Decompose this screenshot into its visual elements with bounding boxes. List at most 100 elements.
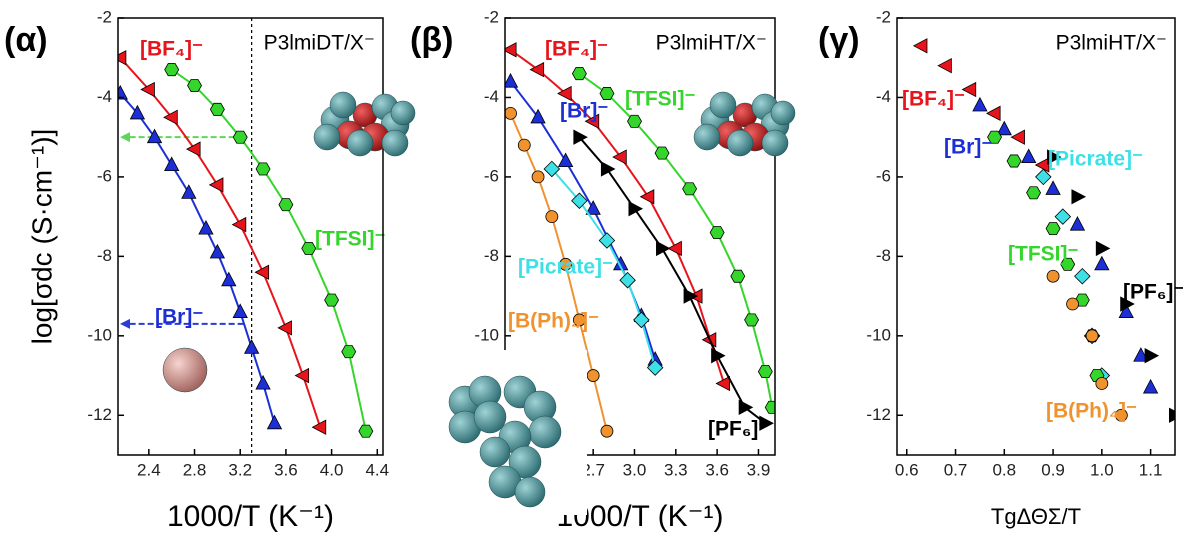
atom <box>390 100 416 126</box>
point <box>243 339 260 354</box>
panel-tag: (γ) <box>818 21 860 59</box>
point <box>255 162 271 176</box>
y-tick-label: -10 <box>866 325 891 344</box>
x-axis-label: 1000/T (K⁻¹) <box>167 500 334 533</box>
point <box>1010 129 1025 145</box>
point <box>266 414 283 430</box>
fit-line <box>119 57 322 428</box>
point <box>585 200 601 215</box>
y-tick-label: -2 <box>97 7 112 26</box>
x-tick-label: 0.6 <box>895 460 919 479</box>
chart-title: P3lmiHT/X⁻ <box>656 32 767 55</box>
series-label: [BF₄]⁻ <box>545 38 608 61</box>
point <box>129 104 146 120</box>
plot <box>912 38 1175 423</box>
point <box>529 61 545 78</box>
point <box>1114 408 1128 422</box>
point <box>1026 186 1042 200</box>
point <box>146 128 163 144</box>
point <box>301 241 317 255</box>
point <box>1169 407 1175 423</box>
point <box>1006 154 1022 168</box>
atom <box>770 100 796 126</box>
y-tick-label: -6 <box>876 166 891 185</box>
atom <box>514 476 546 508</box>
x-tick-label: 1.0 <box>1090 460 1114 479</box>
x-tick-label: 4.4 <box>365 460 389 479</box>
point <box>163 109 178 125</box>
point <box>278 198 294 212</box>
atom <box>761 129 789 157</box>
point <box>682 182 698 196</box>
series-label: [B(Ph)₄]⁻ <box>508 310 599 333</box>
x-tick-label: 1.1 <box>1139 460 1163 479</box>
x-tick-label: 2.8 <box>183 460 207 479</box>
point <box>1133 347 1149 362</box>
point <box>181 184 197 199</box>
point <box>164 63 180 77</box>
point <box>505 106 517 120</box>
point <box>1094 255 1110 271</box>
x-tick-label: 3.0 <box>623 460 647 479</box>
atom <box>709 91 737 119</box>
y-tick-label: -6 <box>484 166 499 185</box>
x-tick-label: 4.0 <box>320 460 344 479</box>
y-tick-label: -8 <box>484 246 499 265</box>
point <box>1035 168 1052 186</box>
atom <box>726 129 754 157</box>
point <box>1047 149 1062 165</box>
point <box>1060 257 1076 271</box>
plot-frame <box>504 17 776 456</box>
point <box>118 50 127 66</box>
x-tick-label: 0.8 <box>992 460 1016 479</box>
x-tick-label: 3.6 <box>705 460 729 479</box>
point <box>972 96 988 112</box>
series-label: [Br]⁻ <box>155 306 203 329</box>
x-tick-label: 2.7 <box>581 460 605 479</box>
point <box>613 255 629 271</box>
point <box>1071 189 1087 205</box>
series-label: [TFSI]⁻ <box>315 228 386 251</box>
chart-title: P3lmiHT/X⁻ <box>1056 32 1167 55</box>
point <box>185 141 201 157</box>
series-label: [TFSI]⁻ <box>1008 243 1079 266</box>
atom <box>479 436 511 468</box>
point <box>517 138 531 152</box>
point <box>1085 329 1099 343</box>
series-label: [PF₆]⁻ <box>1123 281 1183 304</box>
y-tick-label: -4 <box>484 87 499 106</box>
point <box>1046 269 1060 283</box>
point <box>231 216 247 233</box>
point <box>1066 297 1079 311</box>
point <box>600 161 616 177</box>
x-axis-label: TgΔΘΣ/T <box>991 504 1081 529</box>
point <box>709 226 725 239</box>
plot-frame <box>896 17 1176 456</box>
point <box>730 269 746 283</box>
x-tick-label: 2.4 <box>137 460 161 479</box>
arrow-head <box>120 132 130 143</box>
plot-frame <box>117 17 384 456</box>
point <box>198 219 214 235</box>
point <box>612 149 627 165</box>
x-tick-label: 3.3 <box>664 460 688 479</box>
point <box>277 320 292 336</box>
series-label: [BF₄]⁻ <box>902 88 965 111</box>
point <box>1118 303 1134 318</box>
point <box>985 105 1001 122</box>
point <box>571 67 587 81</box>
atom <box>346 129 374 157</box>
series-label: [Picrate]⁻ <box>518 256 613 279</box>
atom <box>693 123 721 151</box>
point <box>232 130 248 144</box>
molecule-inset <box>313 91 416 157</box>
atom <box>162 347 208 393</box>
atom <box>473 400 507 434</box>
series-label: [PF₆]⁻ <box>708 418 769 441</box>
point <box>738 399 754 415</box>
series-label: [Picrate]⁻ <box>1048 148 1143 171</box>
point <box>294 367 310 384</box>
series-label: [Br]⁻ <box>560 100 608 123</box>
y-tick-label: -8 <box>876 246 891 265</box>
point <box>571 192 588 210</box>
